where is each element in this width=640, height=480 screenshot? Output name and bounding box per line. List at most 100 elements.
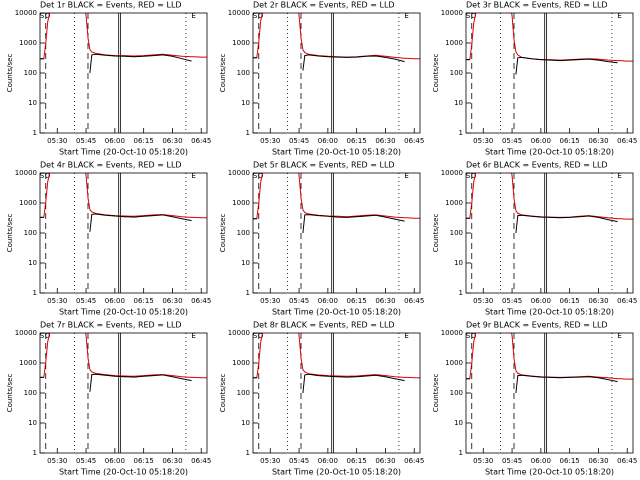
- series-line: [253, 333, 420, 379]
- y-tick-label: 1000: [445, 39, 463, 47]
- x-tick-label: 06:00: [105, 457, 125, 465]
- chart-title: Det 2r BLACK = Events, RED = LLD: [253, 1, 395, 10]
- y-axis-label: Counts/sec: [219, 214, 227, 253]
- annotation: E: [191, 172, 195, 180]
- x-tick-label: 06:30: [162, 297, 182, 305]
- annotation: S: [253, 12, 258, 20]
- y-axis-label: Counts/sec: [6, 214, 14, 253]
- annotation: O: [258, 172, 264, 180]
- series-line: [253, 13, 420, 60]
- y-axis-label: Counts/sec: [432, 374, 440, 413]
- x-tick-label: 06:00: [531, 297, 551, 305]
- y-tick-label: 100: [450, 69, 463, 77]
- annotation: E: [191, 12, 195, 20]
- y-tick-label: 1000: [232, 199, 250, 207]
- series-line: [466, 214, 618, 234]
- chart-title: Det 9r BLACK = Events, RED = LLD: [466, 321, 608, 330]
- y-tick-label: 10: [241, 419, 250, 427]
- annotation: E: [404, 332, 408, 340]
- x-tick-label: 06:45: [191, 297, 211, 305]
- x-tick-label: 06:45: [404, 137, 424, 145]
- x-tick-label: 05:45: [289, 457, 309, 465]
- x-tick-label: 05:30: [47, 457, 67, 465]
- y-tick-label: 10: [28, 99, 37, 107]
- series-line: [466, 374, 618, 394]
- x-tick-label: 06:15: [560, 297, 580, 305]
- y-tick-label: 1: [33, 289, 37, 297]
- y-tick-label: 10: [454, 419, 463, 427]
- x-tick-label: 06:00: [105, 297, 125, 305]
- x-tick-label: 05:30: [473, 297, 493, 305]
- y-tick-label: 100: [237, 389, 250, 397]
- annotation: E: [617, 12, 621, 20]
- plot-frame: [465, 172, 634, 294]
- chart-title: Det 8r BLACK = Events, RED = LLD: [253, 321, 395, 330]
- x-tick-label: 06:30: [588, 457, 608, 465]
- plot-frame: [252, 172, 421, 294]
- x-tick-label: 06:00: [318, 137, 338, 145]
- annotation: E: [404, 172, 408, 180]
- annotation: O: [471, 12, 477, 20]
- annotation: S: [466, 12, 471, 20]
- y-tick-label: 10000: [15, 9, 37, 17]
- x-axis-label: Start Time (20-Oct-10 05:18:20): [272, 468, 401, 477]
- series-line: [40, 13, 207, 60]
- y-tick-label: 100: [237, 69, 250, 77]
- y-tick-label: 10000: [441, 9, 463, 17]
- x-tick-label: 05:45: [76, 457, 96, 465]
- x-tick-label: 06:15: [134, 137, 154, 145]
- x-tick-label: 05:30: [260, 137, 280, 145]
- y-tick-label: 1: [459, 289, 463, 297]
- y-tick-label: 100: [450, 229, 463, 237]
- y-tick-label: 1000: [19, 359, 37, 367]
- chart-title: Det 1r BLACK = Events, RED = LLD: [40, 1, 182, 10]
- y-tick-label: 10000: [441, 329, 463, 337]
- x-tick-label: 06:15: [347, 297, 367, 305]
- y-tick-label: 1000: [445, 359, 463, 367]
- annotation: S: [253, 172, 258, 180]
- y-tick-label: 10000: [441, 169, 463, 177]
- x-tick-label: 06:45: [404, 297, 424, 305]
- x-tick-label: 05:45: [502, 457, 522, 465]
- y-tick-label: 1000: [232, 359, 250, 367]
- x-tick-label: 05:45: [289, 137, 309, 145]
- annotation: E: [617, 332, 621, 340]
- y-tick-label: 10000: [15, 329, 37, 337]
- chart-title: Det 7r BLACK = Events, RED = LLD: [40, 321, 182, 330]
- x-tick-label: 06:45: [617, 457, 637, 465]
- x-tick-label: 06:45: [191, 457, 211, 465]
- y-tick-label: 10: [28, 419, 37, 427]
- annotation: O: [45, 332, 51, 340]
- x-tick-label: 06:15: [347, 137, 367, 145]
- y-tick-label: 1: [246, 449, 250, 457]
- x-tick-label: 06:30: [588, 297, 608, 305]
- y-tick-label: 1000: [19, 199, 37, 207]
- panel: Det 4r BLACK = Events, RED = LLD Counts/s…: [6, 161, 211, 317]
- plot-frame: [39, 172, 208, 294]
- series-line: [40, 53, 192, 74]
- y-tick-label: 1: [33, 129, 37, 137]
- annotation: S: [466, 332, 471, 340]
- series-line: [466, 56, 618, 75]
- panel: Det 9r BLACK = Events, RED = LLD Counts/s…: [432, 321, 637, 477]
- y-tick-label: 10000: [228, 169, 250, 177]
- x-tick-label: 06:30: [162, 137, 182, 145]
- x-tick-label: 06:00: [105, 137, 125, 145]
- y-axis-label: Counts/sec: [6, 54, 14, 93]
- x-tick-label: 06:30: [162, 457, 182, 465]
- y-tick-label: 10000: [228, 9, 250, 17]
- x-tick-label: 05:30: [47, 297, 67, 305]
- x-tick-label: 06:00: [531, 457, 551, 465]
- x-tick-label: 06:00: [318, 297, 338, 305]
- panel: Det 7r BLACK = Events, RED = LLD Counts/s…: [6, 321, 211, 477]
- panel: Det 1r BLACK = Events, RED = LLD Counts/s…: [6, 1, 211, 157]
- x-tick-label: 06:15: [134, 297, 154, 305]
- series-line: [253, 173, 420, 220]
- x-tick-label: 06:45: [191, 137, 211, 145]
- x-tick-label: 06:30: [375, 137, 395, 145]
- y-tick-label: 10: [28, 259, 37, 267]
- x-axis-label: Start Time (20-Oct-10 05:18:20): [272, 308, 401, 317]
- y-tick-label: 100: [24, 229, 37, 237]
